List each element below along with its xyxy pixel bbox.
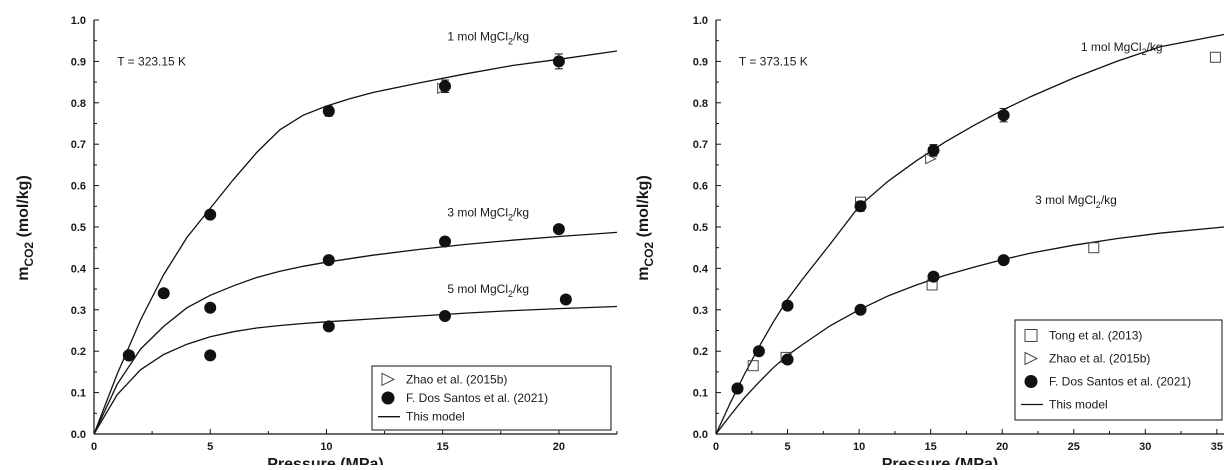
x-tick-label: 0	[713, 441, 719, 453]
x-tick-label: 35	[1211, 441, 1223, 453]
x-tick-label: 10	[320, 441, 332, 453]
x-tick-label: 5	[784, 441, 790, 453]
curve-label: 3 mol MgCl2/kg	[447, 206, 529, 223]
x-tick-label: 0	[91, 441, 97, 453]
y-axis-title: mCO2 (mol/kg)	[15, 175, 36, 281]
x-tick-label: 10	[853, 441, 865, 453]
legend-label: This model	[1049, 398, 1108, 412]
data-point	[731, 382, 744, 395]
data-point	[122, 349, 135, 362]
y-tick-label: 0.2	[71, 346, 86, 358]
x-tick-label: 30	[1139, 441, 1151, 453]
data-point	[552, 223, 565, 236]
data-point	[204, 349, 217, 362]
legend-box	[1014, 319, 1223, 421]
svg-text:mCO2 (mol/kg): mCO2 (mol/kg)	[635, 175, 656, 281]
y-tick-label: 0.4	[693, 263, 709, 275]
data-point	[927, 270, 940, 283]
data-point	[781, 353, 794, 366]
temperature-label: T = 373.15 K	[739, 55, 808, 69]
y-tick-label: 0.0	[71, 429, 86, 441]
legend-marker	[1024, 375, 1038, 388]
x-tick-label: 25	[1068, 441, 1080, 453]
legend: Tong et al. (2013) Zhao et al. (2015b) F. …	[1014, 319, 1223, 421]
curve-label: 5 mol MgCl2/kg	[447, 282, 529, 299]
y-tick-label: 0.3	[71, 305, 86, 317]
model-curve-2	[716, 226, 1224, 434]
data-point	[747, 360, 759, 372]
y-tick-label: 0.6	[71, 181, 86, 193]
y-axis-title: mCO2 (mol/kg)	[635, 175, 656, 281]
data-point	[204, 208, 217, 221]
legend-label: Tong et al. (2013)	[1049, 329, 1142, 343]
model-curve-3	[94, 305, 617, 434]
y-tick-label: 0.5	[693, 222, 708, 234]
model-curve-2	[94, 231, 617, 434]
model-curve-1	[94, 50, 617, 434]
y-tick-label: 0.0	[693, 429, 708, 441]
y-tick-label: 0.7	[71, 139, 86, 151]
x-tick-label: 15	[437, 441, 449, 453]
data-point	[752, 345, 765, 358]
y-tick-label: 0.3	[693, 305, 708, 317]
data-point	[1088, 242, 1100, 254]
legend-marker	[1024, 329, 1038, 342]
data-point	[1209, 51, 1221, 63]
x-tick-label: 20	[996, 441, 1008, 453]
legend-label: F. Dos Santos et al. (2021)	[406, 391, 548, 405]
x-axis-title: Pressure (MPa)	[882, 456, 999, 465]
x-tick-label: 5	[207, 441, 213, 453]
y-tick-label: 0.8	[693, 98, 708, 110]
curve-label: 3 mol MgCl2/kg	[1035, 193, 1117, 210]
legend-box	[371, 365, 612, 431]
data-point	[438, 235, 451, 248]
y-tick-label: 0.8	[71, 98, 86, 110]
data-point	[322, 320, 335, 333]
curve-label: 1 mol MgCl2/kg	[1081, 40, 1163, 57]
data-point	[854, 303, 867, 316]
legend-marker	[1024, 351, 1039, 366]
y-tick-label: 0.7	[693, 139, 708, 151]
chart-panel-1: 0.0 0.1 0.2 0.3 0.4 0.5 0.6 0.7 0.8 0.9 1.0 0 5 10 15 2…	[15, 15, 618, 470]
data-point	[438, 310, 451, 323]
legend-label: F. Dos Santos et al. (2021)	[1049, 375, 1191, 389]
y-tick-label: 0.6	[693, 181, 708, 193]
legend-marker	[381, 372, 396, 387]
legend: Zhao et al. (2015b) F. Dos Santos et al. …	[371, 365, 612, 431]
legend-label: This model	[406, 410, 465, 424]
data-point	[322, 254, 335, 267]
y-tick-label: 0.1	[693, 388, 708, 400]
data-point	[322, 105, 335, 118]
data-point	[157, 287, 170, 300]
legend-label: Zhao et al. (2015b)	[1049, 352, 1150, 366]
svg-text:mCO2 (mol/kg): mCO2 (mol/kg)	[15, 175, 36, 281]
curve-label: 1 mol MgCl2/kg	[447, 30, 529, 47]
temperature-label: T = 323.15 K	[117, 55, 186, 69]
x-tick-label: 15	[925, 441, 937, 453]
data-point	[204, 301, 217, 314]
data-point	[781, 299, 794, 312]
data-point	[997, 254, 1010, 267]
legend-marker	[381, 391, 395, 405]
legend-label: Zhao et al. (2015b)	[406, 372, 507, 386]
data-point	[559, 293, 572, 306]
y-tick-label: 0.4	[71, 263, 87, 275]
y-tick-label: 0.9	[71, 56, 86, 68]
x-tick-label: 20	[553, 441, 565, 453]
chart-panel-2: 0.0 0.1 0.2 0.3 0.4 0.5 0.6 0.7 0.8 0.9 1.0 0 5 10 15 2…	[635, 15, 1224, 470]
y-tick-label: 0.5	[71, 222, 86, 234]
y-tick-label: 0.9	[693, 56, 708, 68]
y-tick-label: 0.2	[693, 346, 708, 358]
data-point	[438, 80, 451, 93]
data-point	[552, 55, 565, 68]
data-point	[854, 200, 867, 213]
y-tick-label: 1.0	[693, 15, 708, 27]
data-point	[997, 109, 1010, 122]
y-tick-label: 0.1	[71, 388, 86, 400]
x-axis-title: Pressure (MPa)	[267, 456, 384, 465]
data-point	[927, 144, 940, 157]
y-tick-label: 1.0	[71, 15, 86, 27]
